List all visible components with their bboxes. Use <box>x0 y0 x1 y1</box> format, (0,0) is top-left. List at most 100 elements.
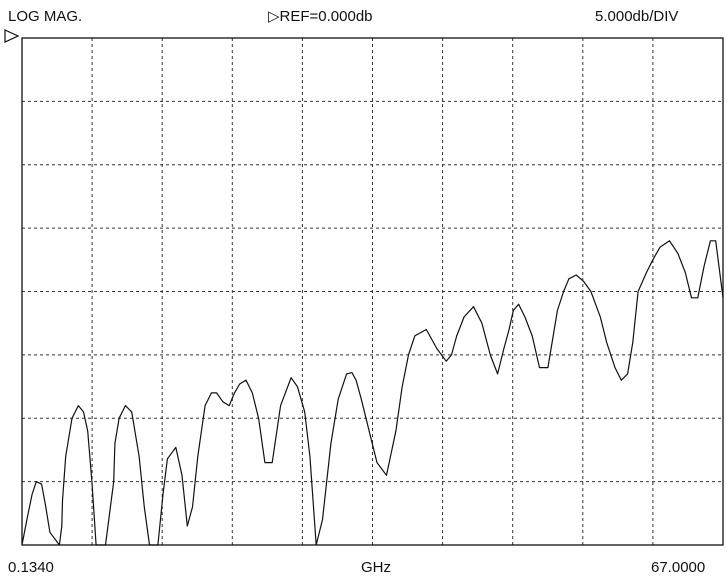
trace-point <box>547 367 549 368</box>
trace-point <box>216 392 218 394</box>
trace-point <box>304 411 306 413</box>
trace-point <box>197 455 199 457</box>
trace-point <box>414 335 416 337</box>
trace-point <box>583 281 584 282</box>
trace-point <box>222 401 224 403</box>
trace-point <box>59 544 60 546</box>
trace-point <box>599 316 601 318</box>
display-format-label: LOG MAG. <box>8 8 83 25</box>
trace-point <box>508 329 510 330</box>
trace-point <box>518 303 519 305</box>
frequency-unit-label: GHz <box>361 559 391 576</box>
trace-point <box>563 291 564 292</box>
trace-point <box>691 297 692 299</box>
trace-point <box>113 481 115 482</box>
trace-point <box>652 259 654 261</box>
trace-point <box>330 443 332 444</box>
trace-point <box>481 322 483 324</box>
trace-point <box>425 329 427 330</box>
trace-point <box>669 240 670 242</box>
trace-point <box>322 519 323 520</box>
trace-point <box>697 297 699 299</box>
trace-point <box>575 274 577 276</box>
trace-point <box>684 272 686 273</box>
trace-point <box>445 360 447 362</box>
trace-point <box>21 544 23 546</box>
trace-point <box>715 240 717 242</box>
trace-point <box>26 519 28 520</box>
start-frequency-label: 0.1340 <box>8 559 54 576</box>
trace-point <box>524 316 526 318</box>
trace-point <box>290 377 292 379</box>
trace-point <box>552 335 554 337</box>
trace-point <box>473 306 474 308</box>
trace-point <box>239 383 241 385</box>
trace-point <box>157 544 159 546</box>
stop-frequency-label: 67.0000 <box>651 559 706 576</box>
trace-point <box>659 246 661 248</box>
trace-point <box>162 493 164 495</box>
trace-point <box>91 481 93 482</box>
trace-point <box>360 398 362 400</box>
trace-point <box>512 310 514 311</box>
trace-point <box>677 253 679 254</box>
trace-point <box>451 354 452 356</box>
trace-point <box>204 405 206 406</box>
trace-point <box>620 379 622 381</box>
trace-point <box>95 544 97 546</box>
trace-point <box>531 335 533 337</box>
trace-point <box>271 462 273 463</box>
trace-point <box>395 430 397 432</box>
trace-point <box>71 417 73 419</box>
trace-point <box>181 474 183 476</box>
trace-point <box>557 310 558 311</box>
trace-point <box>87 430 89 432</box>
trace-point <box>722 297 724 299</box>
reference-level-label: ▷REF=0.000db <box>268 8 373 25</box>
trace-point <box>401 386 403 387</box>
trace-point <box>315 544 317 546</box>
trace-point <box>710 240 711 242</box>
trace-point <box>376 462 378 463</box>
trace-point <box>337 398 339 400</box>
trace-point <box>175 447 177 448</box>
trace-point <box>211 392 212 394</box>
trace-point <box>62 500 63 501</box>
trace-point <box>114 443 116 444</box>
trace-point <box>234 392 235 394</box>
trace-points <box>21 240 724 546</box>
trace-point <box>251 392 253 394</box>
trace-point <box>35 481 37 482</box>
trace-point <box>83 411 84 413</box>
trace-point <box>568 278 570 280</box>
trace-point <box>167 458 168 460</box>
reference-marker-icon <box>4 29 20 43</box>
trace-point <box>228 405 230 406</box>
trace-point <box>118 417 120 419</box>
trace-point <box>463 316 465 318</box>
trace-point <box>143 506 145 508</box>
trace-point <box>456 335 458 337</box>
trace-point <box>297 386 298 387</box>
trace-point <box>646 272 647 273</box>
trace-point <box>497 373 498 375</box>
trace-point <box>138 455 140 457</box>
trace-point <box>614 367 616 368</box>
trace-point <box>65 455 67 457</box>
trace-point <box>637 291 639 292</box>
trace-point <box>61 525 63 527</box>
trace-point <box>309 455 311 457</box>
series-line-trace <box>21 240 724 546</box>
trace-point <box>346 373 347 375</box>
scale-label: 5.000db/DIV <box>595 8 679 25</box>
trace-point <box>264 462 266 463</box>
trace-point <box>386 474 387 476</box>
trace-point <box>606 341 607 343</box>
trace-point <box>355 379 357 381</box>
trace-point <box>627 373 628 375</box>
trace-point <box>186 525 188 527</box>
trace-point <box>539 367 540 368</box>
plot-frame <box>21 37 724 546</box>
trace-point <box>31 493 33 495</box>
